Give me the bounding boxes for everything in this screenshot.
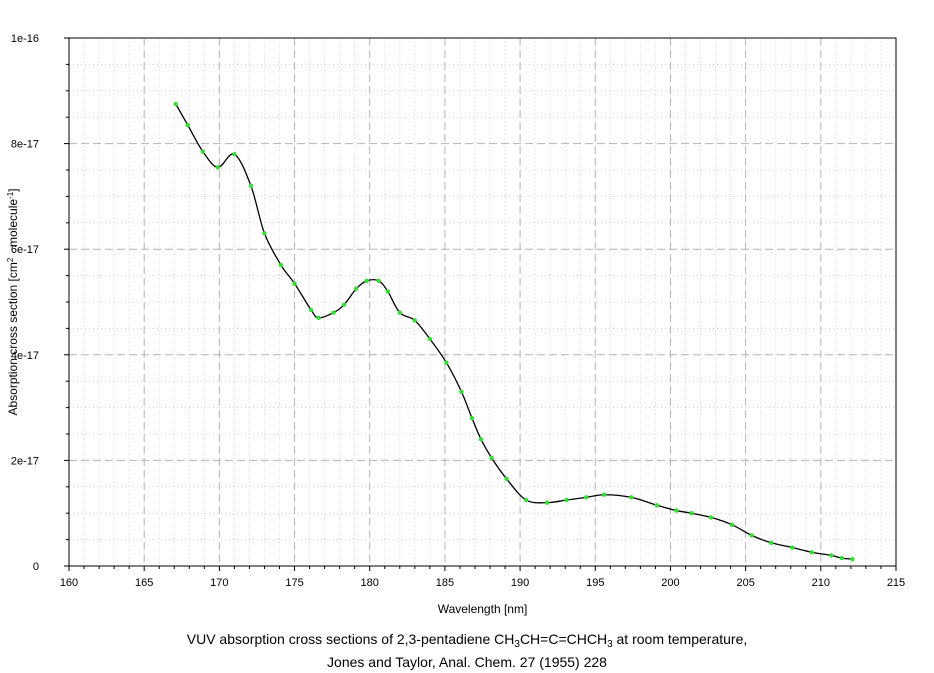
data-point [278,262,284,268]
data-point [459,389,464,394]
y-axis-title-part: ] [6,188,20,191]
x-tick-label: 165 [135,577,153,589]
data-point [469,415,475,421]
data-point [629,495,634,500]
x-tick-label: 210 [812,577,830,589]
series-markers [173,101,855,562]
y-axis-title: Absorption cross section [cm2 · molecule… [6,188,21,415]
y-tick-label: 4e-17 [11,350,39,362]
y-tick-label: 2e-17 [11,455,39,467]
caption-subscript: 3 [514,639,520,650]
data-point [292,281,297,286]
data-point [489,455,494,460]
data-point [544,500,550,505]
data-point [173,101,178,107]
x-tick-label: 170 [210,577,228,589]
y-axis-title-part: Absorption cross section [cm [6,262,20,415]
caption-line-1: VUV absorption cross sections of 2,3-pen… [0,629,934,650]
x-tick-label: 190 [511,577,529,589]
data-point [478,437,484,442]
data-point [654,503,660,508]
data-point [444,360,449,365]
y-axis-title-sup: 2 [6,257,15,262]
data-point [689,511,694,516]
data-point [185,122,190,128]
data-point [200,149,206,154]
data-point [584,495,589,500]
y-axis: 0 2e-17 4e-17 6e-17 8e-17 1e-16 [11,33,69,573]
data-point [353,286,359,291]
data-point [308,307,314,313]
x-tick-label: 200 [661,577,679,589]
caption-text: at room temperature, [612,631,748,647]
caption-text: CH=C=CHCH [519,631,608,647]
data-point [412,318,418,323]
x-tick-label: 215 [887,577,905,589]
data-point [523,497,529,503]
data-point [749,533,754,538]
data-point [232,151,237,157]
x-tick-label: 195 [586,577,604,589]
y-tick-label: 8e-17 [11,139,39,151]
chart-area: 160 165 170 175 180 185 190 195 200 205 210 215 0 2e… [5,33,906,616]
data-point [768,540,774,545]
data-point [248,183,254,189]
data-point [790,545,795,550]
data-point [364,278,369,284]
x-axis-title: Wavelength [nm] [438,602,528,616]
y-tick-label: 6e-17 [11,244,39,256]
caption-text: VUV absorption cross sections of 2,3-pen… [186,631,515,647]
y-tick-label: 1e-16 [11,33,39,45]
x-tick-label: 205 [736,577,754,589]
x-axis: 160 165 170 175 180 185 190 195 200 205 210 215 [60,566,905,589]
data-point [427,336,433,342]
data-point [215,165,221,170]
y-axis-title-sup: -1 [6,191,15,199]
data-point [674,508,679,513]
y-axis-title-part: · molecule [6,199,20,258]
data-point [809,550,814,555]
data-point [376,278,381,284]
caption-line-2: Jones and Taylor, Anal. Chem. 27 (1955) … [327,654,607,670]
data-point [839,555,845,561]
x-tick-label: 185 [436,577,454,589]
caption-subscript: 3 [607,639,613,650]
data-point [829,553,834,558]
data-point [564,497,569,503]
x-tick-label: 160 [60,577,78,589]
data-point [262,231,267,236]
minor-grid [69,38,896,566]
data-point [385,289,390,294]
data-point [341,302,347,307]
data-point [729,522,735,528]
data-point [708,515,714,520]
y-tick-label: 0 [33,561,39,573]
x-tick-label: 175 [285,577,303,589]
data-point [850,556,855,562]
data-point [602,492,607,497]
data-point [397,310,402,315]
data-point [316,315,321,321]
data-point [331,310,336,315]
x-tick-label: 180 [361,577,379,589]
data-point [504,476,509,482]
